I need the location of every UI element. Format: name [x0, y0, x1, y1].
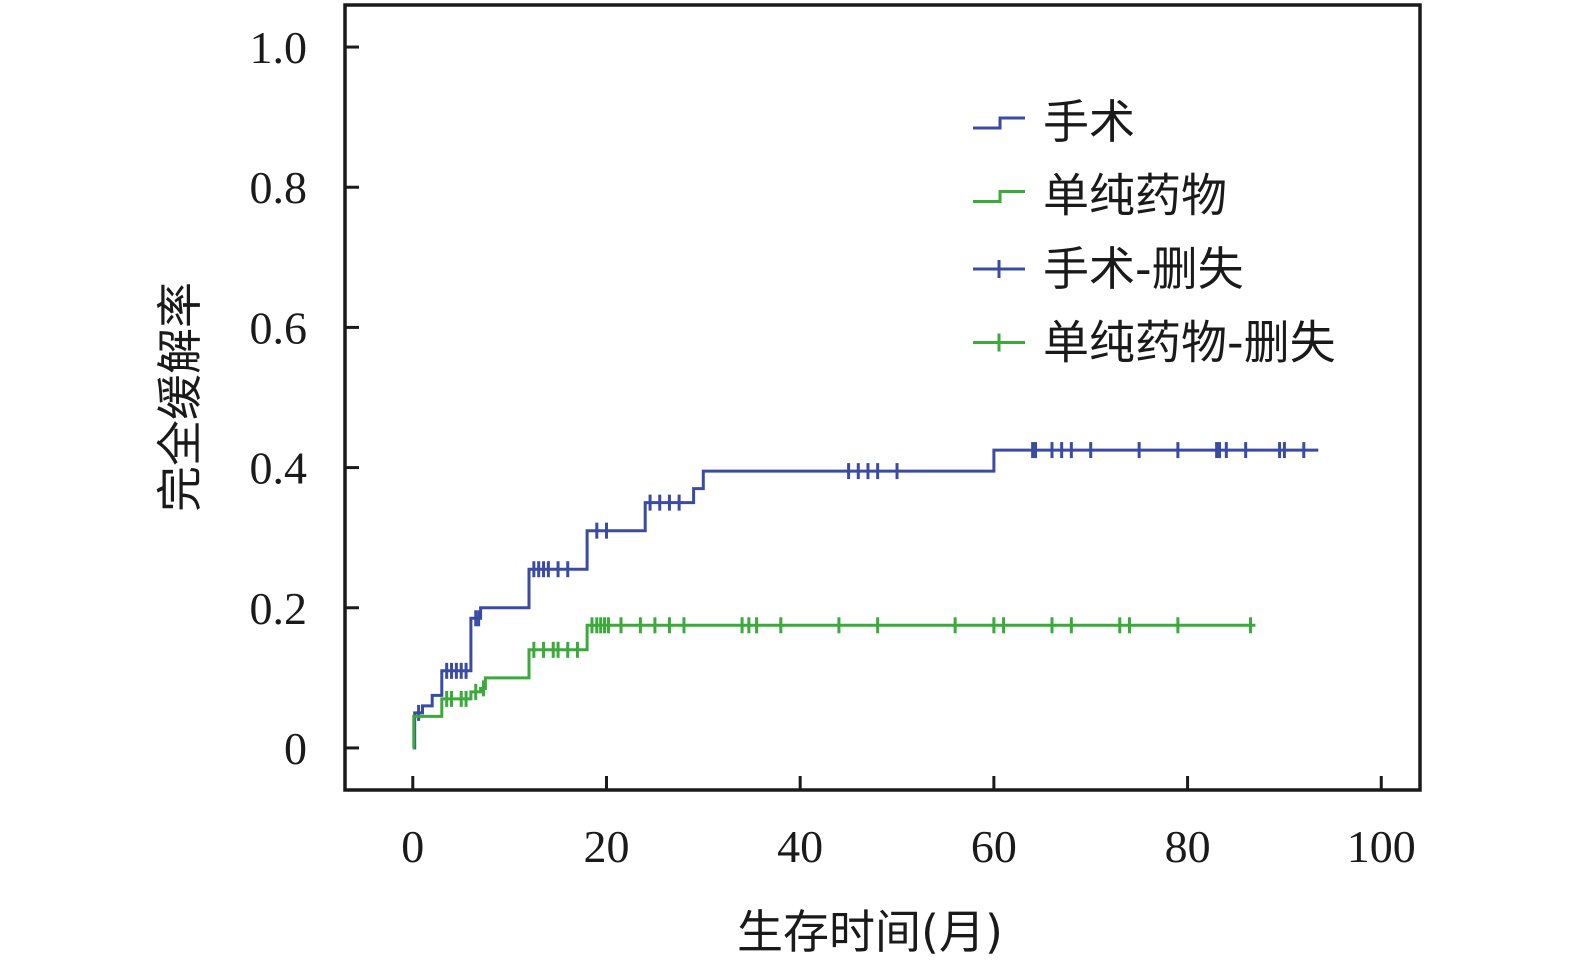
legend-label: 单纯药物-删失: [1043, 316, 1336, 370]
plot-area: [343, 3, 1422, 792]
legend-label: 手术: [1043, 95, 1135, 149]
plot-frame: [343, 3, 1422, 792]
legend-label: 单纯药物: [1043, 169, 1227, 223]
legend-label: 手术-删失: [1043, 242, 1244, 296]
x-tick-label: 40: [777, 821, 823, 872]
y-tick-label: 0.2: [250, 583, 308, 634]
x-tick-label: 0: [401, 821, 424, 872]
y-tick-label: 0.8: [250, 162, 308, 213]
series-line-0: [412, 448, 1319, 750]
x-tick-label: 100: [1347, 821, 1416, 872]
y-tick-label: 1.0: [250, 22, 308, 73]
x-tick-label: 80: [1165, 821, 1211, 872]
y-tick-label: 0.4: [250, 443, 308, 494]
x-tick-label: 20: [583, 821, 629, 872]
y-axis-label: 完全缓解率: [153, 282, 207, 512]
y-tick-label: 0.6: [250, 302, 308, 353]
axis-ticks: 0 20 40 60 80 100 0 0.2 0.4 0.6 0.8 1.0: [250, 22, 1416, 872]
legend-step-swatch: [973, 190, 1025, 203]
y-tick-label: 0: [284, 723, 307, 774]
x-tick-label: 60: [971, 821, 1017, 872]
series-layer: [412, 442, 1319, 750]
x-axis-label: 生存时间(月): [737, 905, 1003, 959]
series-line-1: [412, 623, 1256, 750]
legend-step-swatch: [973, 116, 1025, 130]
